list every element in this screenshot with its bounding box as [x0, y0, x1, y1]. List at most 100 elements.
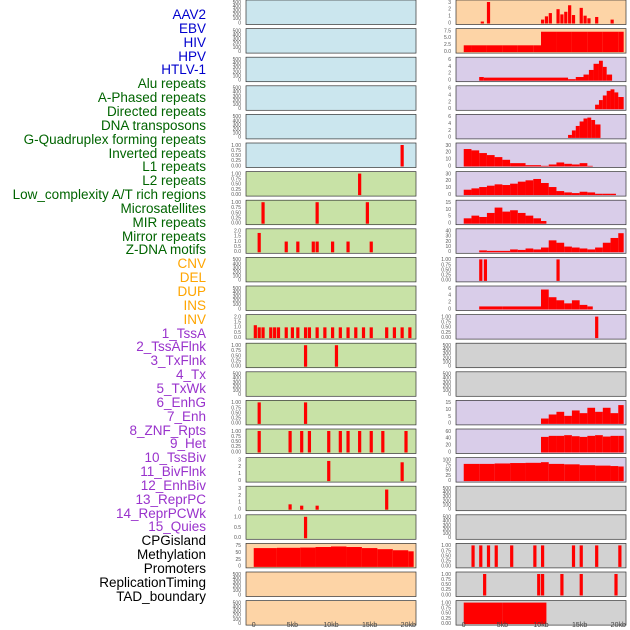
data-bar — [618, 31, 624, 53]
data-bar — [284, 241, 288, 253]
data-bar — [385, 489, 389, 510]
x-tick-label: 20kb — [401, 622, 416, 629]
data-bar — [618, 435, 624, 453]
track-panel-left — [245, 285, 417, 311]
y-tick-label: 4 — [448, 92, 451, 98]
data-bar — [315, 505, 319, 510]
data-bar — [587, 117, 592, 138]
data-bar — [284, 327, 288, 339]
x-tick-label: 0 — [462, 622, 466, 629]
y-tick-label: 0 — [238, 135, 241, 141]
track-label: A-Phased repeats — [97, 90, 206, 106]
data-bar — [525, 180, 534, 196]
y-tick-label: 0 — [238, 49, 241, 55]
data-bar — [593, 63, 599, 81]
data-bar — [548, 414, 557, 424]
y-tick-label: 400 — [443, 347, 452, 353]
y-tick-label: 1 — [238, 500, 241, 506]
y-tick-label: 2.0 — [234, 229, 241, 235]
track-label: 1_TssA — [161, 325, 206, 341]
track-panel-left — [245, 28, 417, 54]
y-tick-label: 1.0 — [234, 239, 241, 245]
data-bar — [517, 212, 526, 224]
y-tick-label: 1.0 — [234, 325, 241, 331]
y-tick-label: 100 — [443, 359, 452, 365]
y-tick-label: 0.0 — [234, 535, 241, 541]
y-tick-label: 40 — [445, 229, 451, 235]
y-tick-label: 75 — [235, 543, 241, 549]
y-tick-label: 0.50 — [441, 553, 451, 559]
y-tick-label: 0 — [448, 535, 451, 541]
data-bar — [392, 327, 397, 339]
x-tick-label: 20kb — [611, 622, 626, 629]
y-tick-label: 300 — [233, 609, 242, 615]
y-tick-label: 0.75 — [441, 606, 451, 612]
data-bar — [587, 192, 596, 196]
y-tick-label: 200 — [443, 527, 452, 533]
y-tick-label: 1.00 — [441, 543, 451, 549]
data-bar — [610, 435, 619, 453]
data-bar — [571, 164, 580, 167]
y-tick-label: 0.75 — [231, 177, 241, 183]
data-bar — [548, 435, 557, 453]
y-tick-label: 200 — [233, 12, 242, 18]
data-bar — [300, 505, 304, 510]
data-bar — [579, 574, 583, 596]
data-bar — [602, 407, 611, 424]
track-label: DNA transposons — [100, 117, 206, 133]
data-bar — [575, 77, 584, 81]
data-bar — [331, 327, 335, 339]
y-tick-label: 1.00 — [231, 400, 241, 406]
y-tick-label: 500 — [233, 114, 242, 120]
y-tick-label: 0.00 — [441, 592, 451, 598]
data-bar — [571, 247, 580, 253]
data-bar — [510, 163, 526, 167]
y-tick-label: 200 — [233, 41, 242, 47]
track-panel-left — [245, 199, 417, 226]
y-tick-label: 0.25 — [441, 330, 451, 336]
data-bar — [610, 413, 619, 424]
y-tick-label: 1.00 — [231, 171, 241, 177]
data-bar — [307, 327, 312, 339]
data-bar — [595, 545, 599, 567]
y-tick-label: 300 — [233, 580, 242, 586]
track-label: Alu repeats — [137, 76, 206, 92]
data-bar — [346, 327, 350, 339]
data-bar — [525, 462, 541, 482]
y-tick-label: 30 — [445, 143, 451, 149]
track-label: DEL — [179, 270, 206, 286]
track-label: DUP — [177, 284, 206, 299]
data-bar — [541, 545, 545, 567]
data-bar — [541, 436, 549, 453]
y-tick-label: 0.50 — [441, 582, 451, 588]
track-label: ReplicationTiming — [99, 574, 206, 590]
data-bar — [579, 545, 583, 567]
track-panel-left — [245, 485, 417, 512]
data-bar — [587, 306, 593, 310]
y-tick-label: 6 — [448, 286, 451, 292]
y-tick-label: 0.75 — [231, 205, 241, 211]
data-bar — [614, 574, 618, 596]
data-bar — [486, 45, 503, 53]
track-label: 8_ZNF_Rpts — [129, 422, 206, 438]
data-bar — [377, 549, 393, 567]
track-label: Mirror repeats — [121, 228, 206, 244]
data-bar — [486, 250, 511, 253]
data-bar — [610, 19, 614, 24]
y-tick-label: 1.5 — [234, 234, 241, 240]
y-tick-label: 30 — [445, 234, 451, 240]
x-tick-label: 15kb — [572, 622, 587, 629]
data-bar — [494, 157, 503, 167]
track-label: 13_ReprPC — [135, 491, 206, 507]
data-bar — [537, 574, 541, 596]
data-bar — [358, 431, 362, 453]
data-bar — [338, 327, 342, 339]
y-tick-label: 200 — [233, 584, 242, 590]
data-bar — [303, 327, 308, 339]
data-bar — [595, 16, 599, 24]
data-bar — [502, 306, 541, 310]
data-bar — [269, 327, 273, 339]
data-bar — [480, 21, 484, 24]
y-tick-label: 0.50 — [231, 182, 241, 188]
data-bar — [533, 545, 537, 567]
